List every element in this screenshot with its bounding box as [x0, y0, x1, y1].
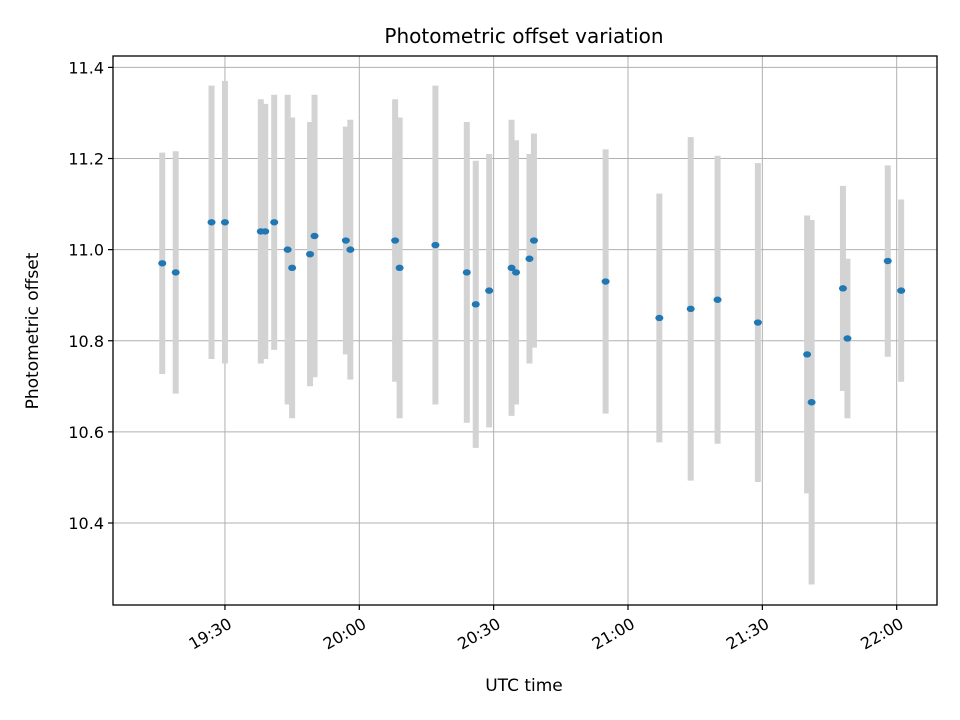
y-tick-label: 10.6 — [68, 423, 104, 442]
data-point — [431, 241, 440, 249]
y-tick-label: 11.0 — [68, 241, 104, 260]
data-point — [270, 219, 279, 226]
chart-title: Photometric offset variation — [384, 24, 663, 48]
y-tick-label: 10.4 — [68, 514, 104, 533]
data-point — [713, 296, 722, 303]
data-point — [346, 246, 355, 253]
x-axis-label: UTC time — [485, 676, 563, 696]
data-point — [207, 219, 216, 226]
data-point — [283, 246, 292, 253]
data-point — [471, 301, 480, 308]
data-point — [306, 250, 315, 258]
data-point — [462, 269, 471, 276]
data-point — [512, 269, 521, 276]
data-point — [838, 285, 847, 292]
data-point — [395, 264, 404, 272]
plot-frame — [112, 55, 938, 606]
data-point — [288, 264, 297, 272]
data-point — [807, 399, 816, 406]
y-tick-label: 10.8 — [68, 332, 104, 351]
data-point — [220, 219, 229, 226]
data-point — [158, 260, 167, 267]
y-tick-label: 11.2 — [68, 150, 104, 169]
data-point — [171, 269, 180, 276]
data-point — [843, 335, 852, 342]
data-point — [883, 257, 892, 265]
grid — [113, 56, 937, 605]
y-axis-ticks: 10.4 10.6 10.8 11.0 11.2 11.4 — [68, 58, 113, 533]
data-point — [485, 287, 494, 294]
data-point — [655, 314, 664, 322]
data-point — [261, 228, 270, 235]
data-point — [686, 305, 695, 313]
y-axis-label: Photometric offset — [23, 252, 43, 409]
data-point — [525, 255, 534, 262]
data-point — [310, 232, 319, 240]
data-point — [507, 264, 516, 272]
data-point — [803, 351, 812, 358]
data-point — [529, 237, 538, 244]
data-point — [391, 237, 400, 244]
data-point — [753, 319, 762, 326]
data-point — [341, 237, 350, 244]
data-point — [601, 278, 610, 285]
y-tick-label: 11.4 — [68, 58, 104, 77]
data-points — [158, 219, 906, 406]
data-point — [897, 287, 906, 294]
